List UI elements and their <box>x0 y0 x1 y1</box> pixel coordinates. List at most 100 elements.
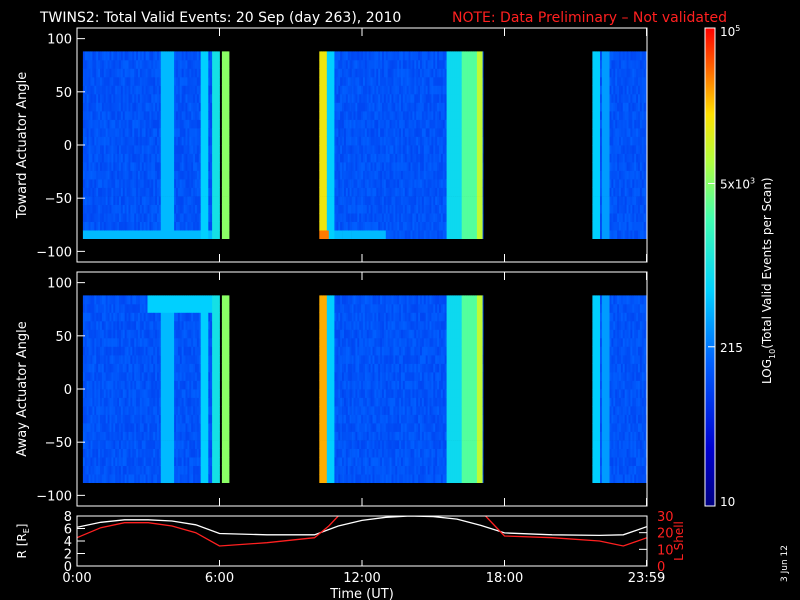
heatmap-cell <box>613 59 616 69</box>
heatmap-cell <box>397 59 400 69</box>
heatmap-cell <box>214 170 217 180</box>
heatmap-cell <box>113 363 116 373</box>
heatmap-cell <box>433 93 436 103</box>
heatmap-cell <box>217 204 220 214</box>
heatmap-cell <box>139 372 143 381</box>
heatmap-cell <box>342 128 345 137</box>
heatmap-cell <box>84 440 88 449</box>
heatmap-cell <box>210 213 213 222</box>
heatmap-cell <box>98 187 101 197</box>
heatmap-cell <box>402 145 406 154</box>
heatmap-cell <box>342 204 345 214</box>
heatmap-cell <box>418 187 421 197</box>
heatmap-cell <box>204 187 207 197</box>
heatmap-cell <box>332 179 335 188</box>
heatmap-cell <box>208 128 211 137</box>
heatmap-cell <box>617 51 620 61</box>
heatmap-cell <box>153 153 156 163</box>
heatmap-cell <box>206 136 209 146</box>
heatmap-cell <box>433 128 436 137</box>
heatmap-cell <box>128 337 131 347</box>
heatmap-cell <box>120 221 124 231</box>
heatmap-cell <box>397 170 400 180</box>
heatmap-cell <box>439 85 442 95</box>
heatmap-cell <box>124 196 127 205</box>
heatmap-cell <box>410 51 413 61</box>
heatmap-cell <box>147 85 150 95</box>
heatmap-cell <box>638 51 641 61</box>
heatmap-cell <box>177 153 181 163</box>
heatmap-cell <box>609 230 612 239</box>
heatmap-cell <box>166 162 169 171</box>
heatmap-cell <box>465 145 468 154</box>
heatmap-cell <box>84 76 88 86</box>
heatmap-cell <box>141 406 145 415</box>
heatmap-cell <box>168 59 171 69</box>
heatmap-cell <box>626 85 629 95</box>
heatmap-cell <box>109 204 112 214</box>
heatmap-cell <box>334 102 337 112</box>
heatmap-cell <box>111 196 114 205</box>
heatmap-cell <box>143 372 146 381</box>
heatmap-cell <box>210 59 213 69</box>
heatmap-cell <box>418 136 421 146</box>
heatmap-cell <box>221 170 225 180</box>
heatmap-cell <box>109 85 112 95</box>
heatmap-cell <box>601 162 605 171</box>
heatmap-cell <box>607 204 610 214</box>
heatmap-cell <box>105 51 108 61</box>
heatmap-cell <box>82 457 86 466</box>
heatmap-cell <box>100 136 103 146</box>
heatmap-cell <box>380 213 383 222</box>
heatmap-cell <box>592 221 595 231</box>
heatmap-cell <box>643 59 646 69</box>
heatmap-cell <box>374 128 377 137</box>
heatmap-cell <box>334 221 337 231</box>
heatmap-cell <box>345 221 349 231</box>
heatmap-cell <box>134 230 137 239</box>
heatmap-cell <box>399 187 402 197</box>
heatmap-cell <box>615 102 618 112</box>
heatmap-cell <box>119 230 122 239</box>
heatmap-cell <box>452 145 455 154</box>
heatmap-cell <box>160 230 164 239</box>
heatmap-cell <box>444 221 447 231</box>
heatmap-cell <box>361 128 364 137</box>
heatmap-cell <box>372 76 375 86</box>
heatmap-cell <box>223 136 227 146</box>
heatmap-cell <box>122 179 126 188</box>
heatmap-cell <box>176 85 179 95</box>
heatmap-cell <box>603 59 607 69</box>
heatmap-cell <box>200 153 203 163</box>
heatmap-cell <box>92 204 95 214</box>
heatmap-cell <box>420 128 423 137</box>
heatmap-cell <box>467 128 470 137</box>
heatmap-cell <box>353 59 356 69</box>
heatmap-cell <box>328 85 332 95</box>
heatmap-cell <box>90 111 93 120</box>
heatmap-cell <box>364 102 368 112</box>
heatmap-cell <box>598 93 601 103</box>
heatmap-cell <box>347 187 351 197</box>
heatmap-cell <box>592 51 595 61</box>
heatmap-cell <box>408 230 411 239</box>
heatmap-cell <box>96 380 99 390</box>
panel0-ylabel: Toward Actuator Angle <box>15 72 30 219</box>
heatmap-cell <box>200 230 203 239</box>
heatmap-cell <box>385 128 389 137</box>
heatmap-cell <box>592 111 595 120</box>
heatmap-cell <box>439 51 442 61</box>
heatmap-cell <box>105 128 108 137</box>
heatmap-cell <box>454 230 457 239</box>
heatmap-cell <box>223 102 227 112</box>
heatmap-cell <box>639 230 643 239</box>
heatmap-cell <box>634 136 637 146</box>
heatmap-cell <box>113 474 116 483</box>
heatmap-cell <box>117 221 120 231</box>
heatmap-cell <box>619 230 622 239</box>
heatmap-cell <box>122 320 126 330</box>
heatmap-cell <box>353 187 356 197</box>
heatmap-cell <box>117 320 120 330</box>
heatmap-cell <box>619 221 622 231</box>
heatmap-cell <box>227 68 230 78</box>
